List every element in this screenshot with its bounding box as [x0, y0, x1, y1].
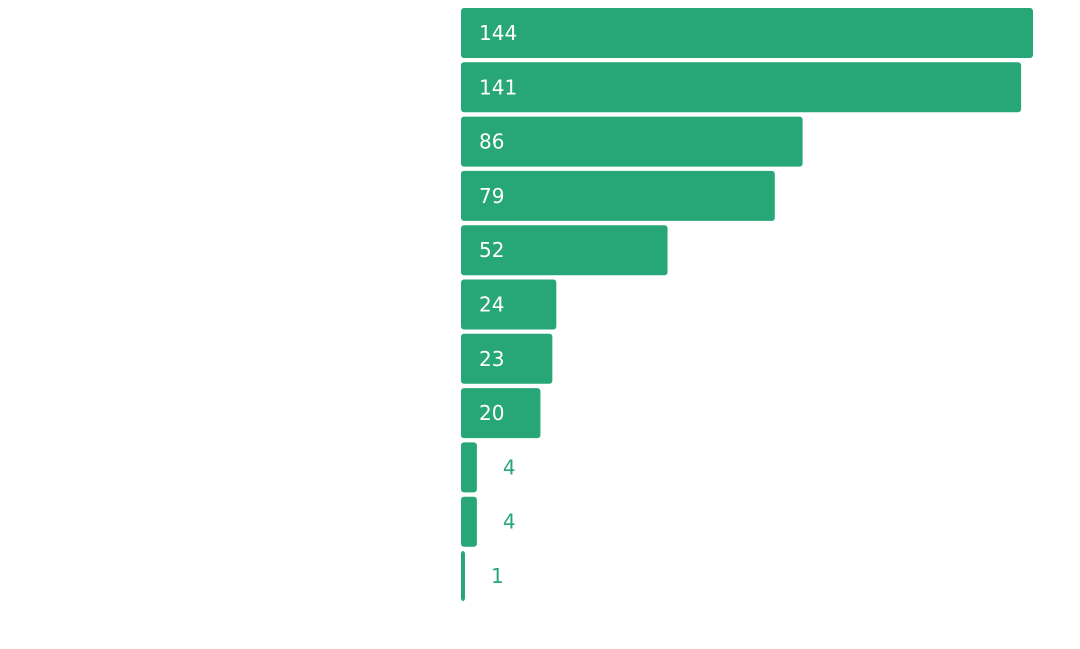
bar-value-label: 4 [503, 510, 516, 534]
bar-value-label: 4 [503, 455, 516, 479]
bar-value-label: 52 [479, 238, 504, 262]
bar [461, 442, 477, 493]
bar [461, 496, 477, 547]
bar-value-label: 86 [479, 130, 504, 154]
bar [461, 388, 541, 439]
bar [461, 551, 465, 601]
bar-value-label: 23 [479, 347, 504, 371]
bar [461, 170, 775, 221]
bar [461, 225, 668, 276]
bar-value-label: 144 [479, 21, 517, 45]
bar-value-label: 1 [491, 564, 504, 588]
bar-value-label: 24 [479, 293, 504, 317]
bar [461, 62, 1022, 113]
bar [461, 279, 557, 330]
bar [461, 333, 553, 384]
bar-value-label: 20 [479, 401, 504, 425]
bar-value-label: 141 [479, 75, 517, 99]
bar [461, 116, 803, 167]
bar [461, 8, 1033, 58]
bar-value-label: 79 [479, 184, 504, 208]
